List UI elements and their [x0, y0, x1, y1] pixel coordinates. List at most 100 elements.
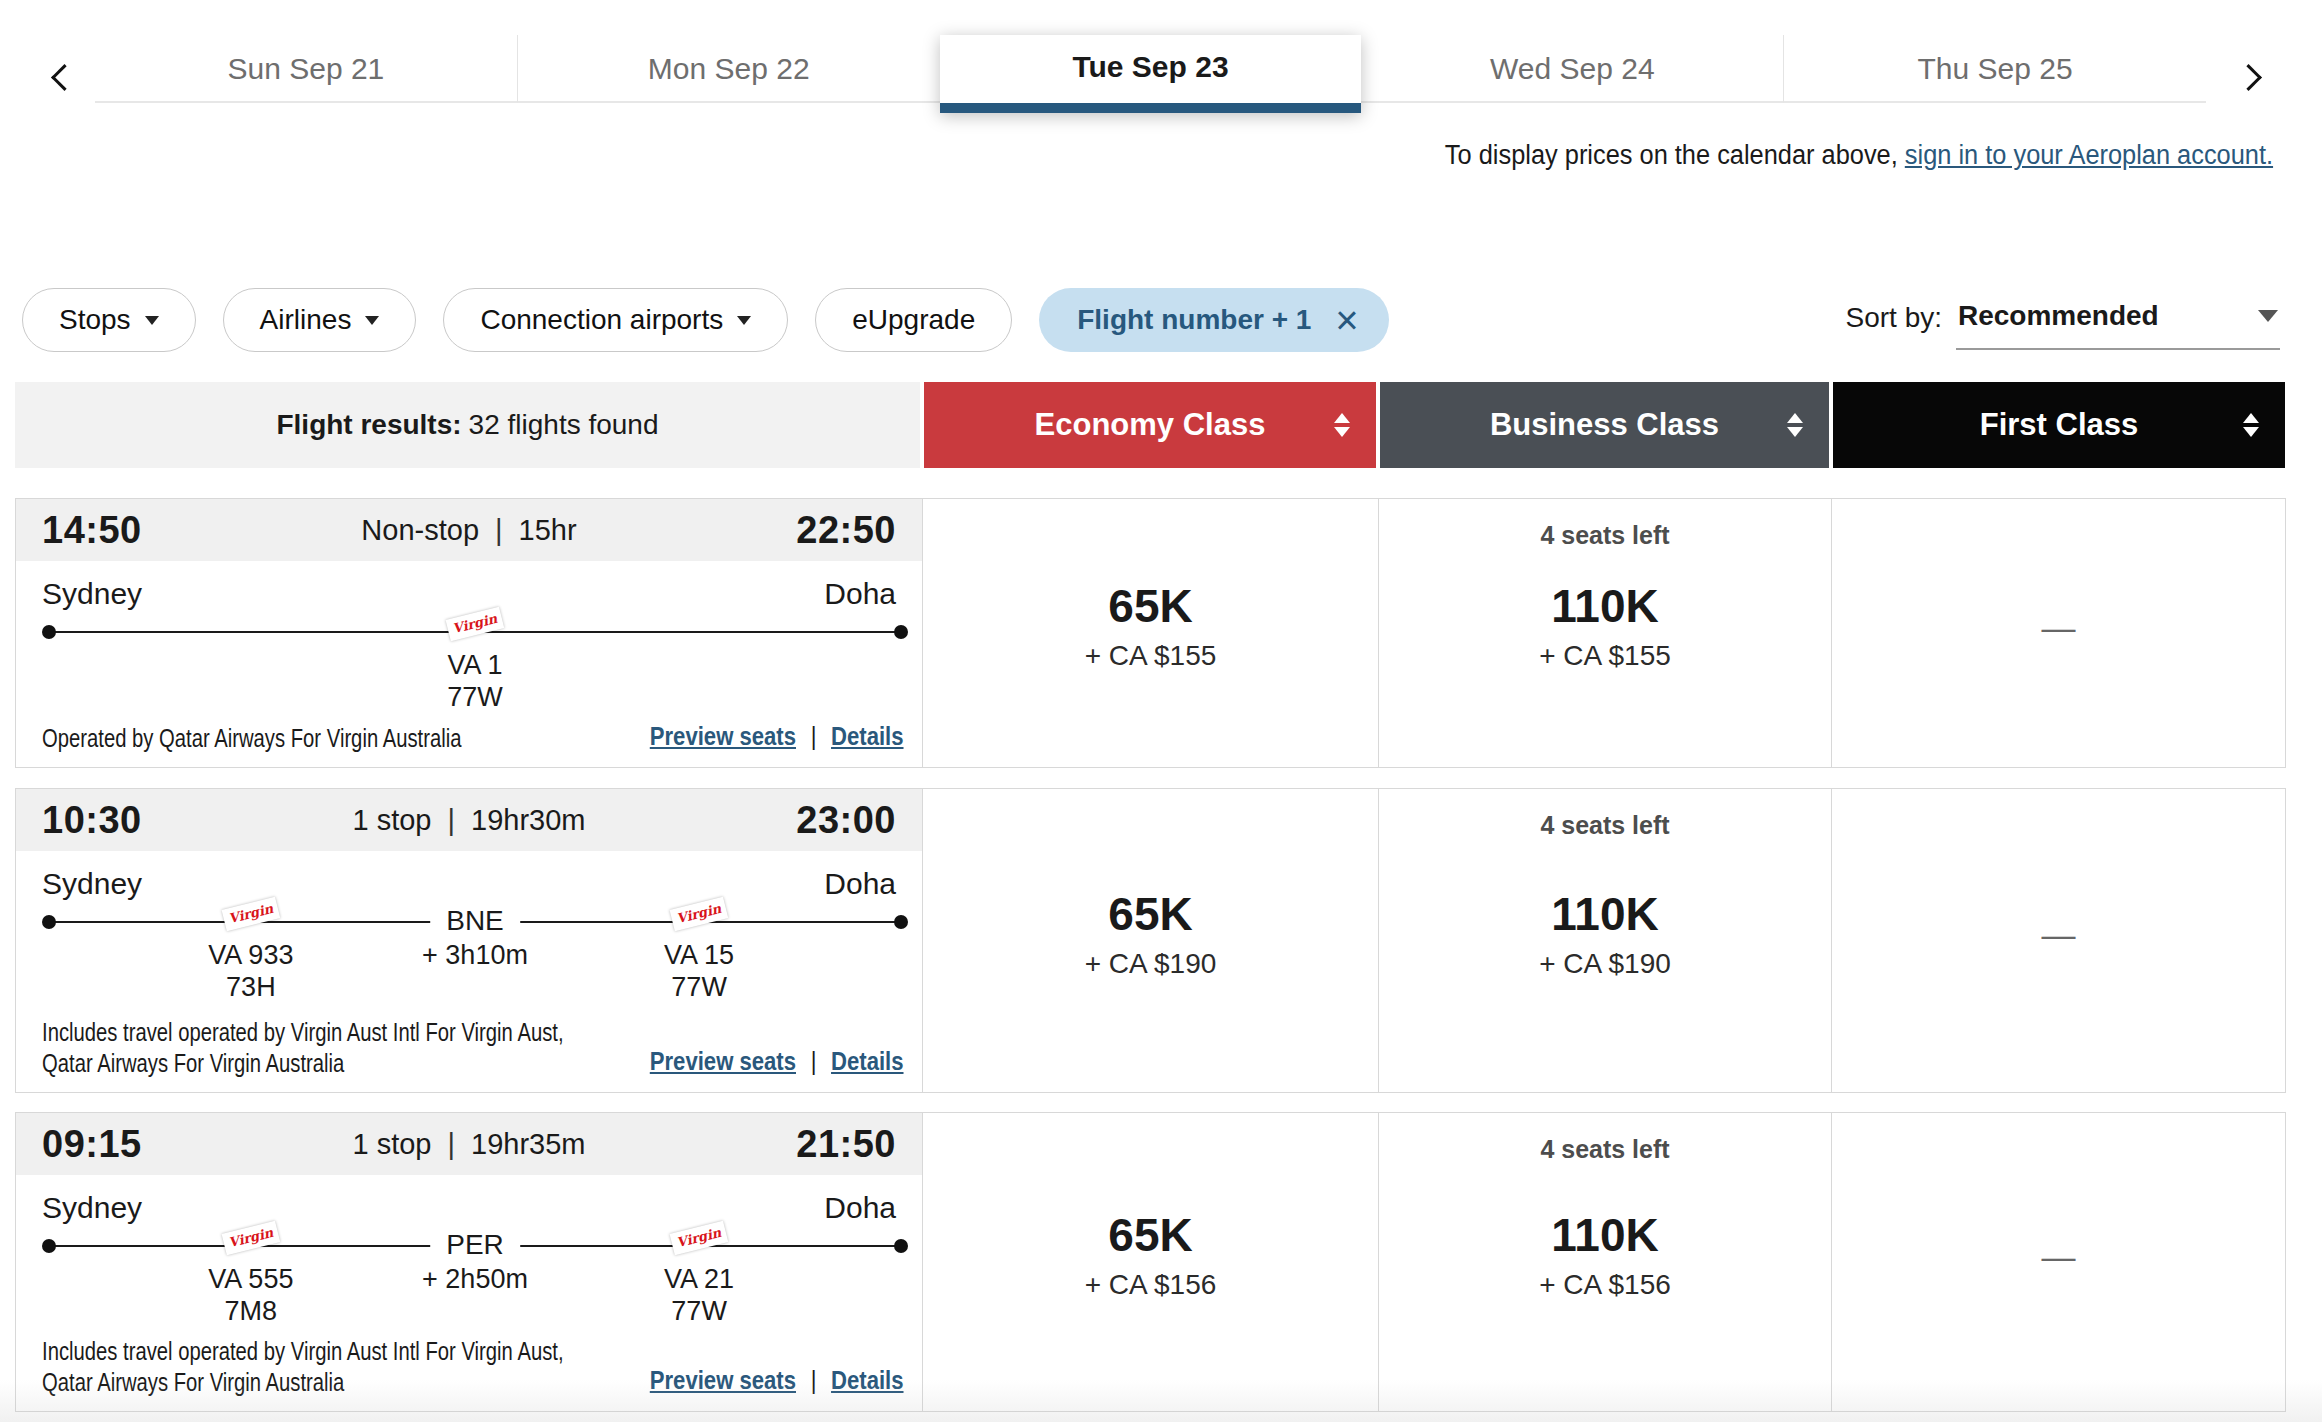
date-tab-mon-sep-22[interactable]: Mon Sep 22	[517, 35, 940, 103]
date-tab-sun-sep-21[interactable]: Sun Sep 21	[95, 35, 517, 103]
first-award-cell: —	[1831, 499, 2285, 767]
route-diagram: Sydney Doha VirginVirginPER VA 5557M8VA …	[16, 1175, 922, 1411]
route-line: VirginVirginBNE	[44, 921, 906, 923]
first-award-cell: —	[1831, 789, 2285, 1092]
filter-bar: Stops Airlines Connection airports eUpgrade…	[22, 288, 1389, 352]
caret-down-icon	[365, 316, 379, 325]
sort-arrows-icon	[2243, 413, 2259, 437]
flight-result-row: 10:30 1 stop|19hr30m 23:00 Sydney Doha V…	[15, 788, 2286, 1093]
signin-link[interactable]: sign in to your Aeroplan account.	[1905, 140, 2273, 170]
next-dates-button[interactable]	[2228, 59, 2268, 99]
flight-result-row: 09:15 1 stop|19hr35m 21:50 Sydney Doha V…	[15, 1112, 2286, 1412]
business-cash: + CA $156	[1539, 1269, 1671, 1301]
economy-award-cell[interactable]: 65K + CA $190	[922, 789, 1378, 1092]
date-tab-tue-sep-23[interactable]: Tue Sep 23	[940, 35, 1362, 113]
stops-duration: 1 stop|19hr35m	[142, 1128, 797, 1161]
virgin-australia-logo-icon: Virgin	[670, 897, 729, 932]
preview-seats-link[interactable]: Preview seats	[650, 1365, 796, 1395]
previous-dates-button[interactable]	[40, 59, 80, 99]
column-header-eco[interactable]: Economy Class	[924, 382, 1376, 468]
departure-time: 10:30	[42, 799, 142, 842]
layover-duration: + 2h50m	[422, 1263, 528, 1295]
links-separator: |	[811, 1365, 817, 1395]
sort-by-label: Sort by:	[1846, 302, 1942, 334]
results-header: Flight results:32 flights found Economy …	[15, 382, 2285, 468]
flight-number-aircraft: VA 93373H	[208, 939, 293, 1003]
chevron-down-icon	[2258, 310, 2278, 322]
operated-by-note: Includes travel operated by Virgin Aust …	[42, 1336, 564, 1398]
caret-down-icon	[145, 316, 159, 325]
virgin-australia-logo-icon: Virgin	[221, 1221, 280, 1256]
flight-info-panel: 09:15 1 stop|19hr35m 21:50 Sydney Doha V…	[16, 1113, 922, 1411]
business-seats-left: 4 seats left	[1379, 521, 1831, 550]
virgin-australia-logo-icon: Virgin	[446, 607, 505, 642]
sort-select[interactable]: Recommended	[1956, 296, 2280, 350]
arrival-time: 23:00	[796, 799, 896, 842]
flight-results-summary: Flight results:32 flights found	[15, 382, 920, 468]
filter-eupgrade[interactable]: eUpgrade	[815, 288, 1012, 352]
origin-city: Sydney	[42, 867, 142, 901]
details-link[interactable]: Details	[832, 1365, 904, 1395]
details-link[interactable]: Details	[832, 721, 904, 751]
economy-points: 65K	[1108, 582, 1192, 630]
date-tab-wed-sep-24[interactable]: Wed Sep 24	[1361, 35, 1783, 103]
signin-note-text: To display prices on the calendar above,	[1445, 140, 1905, 170]
economy-award-cell[interactable]: 65K + CA $156	[922, 1113, 1378, 1411]
flight-number-aircraft: VA 2177W	[664, 1263, 734, 1327]
virgin-australia-logo-icon: Virgin	[670, 1221, 729, 1256]
departure-time: 09:15	[42, 1123, 142, 1166]
business-cash: + CA $155	[1539, 640, 1671, 672]
business-points: 110K	[1551, 1211, 1658, 1259]
first-class-unavailable: —	[2042, 608, 2076, 647]
arrival-time: 21:50	[796, 1123, 896, 1166]
business-award-cell[interactable]: 4 seats left 110K + CA $156	[1378, 1113, 1831, 1411]
arrival-time: 22:50	[796, 509, 896, 552]
origin-city: Sydney	[42, 1191, 142, 1225]
sort-arrows-icon	[1787, 413, 1803, 437]
flight-results-label: Flight results:	[276, 409, 461, 441]
economy-cash: + CA $190	[1085, 948, 1217, 980]
flight-times-bar: 10:30 1 stop|19hr30m 23:00	[16, 789, 922, 851]
stops-duration: Non-stop|15hr	[142, 514, 797, 547]
layover-duration: + 3h10m	[422, 939, 528, 971]
destination-city: Doha	[824, 1191, 896, 1225]
business-award-cell[interactable]: 4 seats left 110K + CA $155	[1378, 499, 1831, 767]
chevron-left-icon	[51, 64, 78, 91]
filter-connection-airports[interactable]: Connection airports	[443, 288, 788, 352]
business-points: 110K	[1551, 890, 1658, 938]
flight-number-aircraft: VA 5557M8	[208, 1263, 293, 1327]
route-line: Virgin	[44, 631, 906, 633]
column-header-bus[interactable]: Business Class	[1380, 382, 1829, 468]
filter-airlines[interactable]: Airlines	[223, 288, 417, 352]
stopover-airport-code: PER	[430, 1229, 520, 1261]
active-filter-chip-flight-number[interactable]: Flight number + 1×	[1039, 288, 1389, 352]
row-links: Preview seats | Details	[650, 721, 904, 752]
stopover-airport-code: BNE	[430, 905, 520, 937]
sort-select-value: Recommended	[1958, 300, 2159, 331]
sort-arrows-icon	[1334, 413, 1350, 437]
flight-result-row: 14:50 Non-stop|15hr 22:50 Sydney Doha Vi…	[15, 498, 2286, 768]
preview-seats-link[interactable]: Preview seats	[650, 721, 796, 751]
route-line: VirginVirginPER	[44, 1245, 906, 1247]
economy-award-cell[interactable]: 65K + CA $155	[922, 499, 1378, 767]
details-link[interactable]: Details	[832, 1046, 904, 1076]
column-header-fst[interactable]: First Class	[1833, 382, 2285, 468]
filter-stops[interactable]: Stops	[22, 288, 196, 352]
business-cash: + CA $190	[1539, 948, 1671, 980]
business-award-cell[interactable]: 4 seats left 110K + CA $190	[1378, 789, 1831, 1092]
destination-city: Doha	[824, 867, 896, 901]
flight-info-panel: 10:30 1 stop|19hr30m 23:00 Sydney Doha V…	[16, 789, 922, 1092]
economy-points: 65K	[1108, 890, 1192, 938]
destination-city: Doha	[824, 577, 896, 611]
preview-seats-link[interactable]: Preview seats	[650, 1046, 796, 1076]
links-separator: |	[811, 1046, 817, 1076]
origin-city: Sydney	[42, 577, 142, 611]
departure-time: 14:50	[42, 509, 142, 552]
row-links: Preview seats | Details	[650, 1046, 904, 1077]
business-seats-left: 4 seats left	[1379, 1135, 1831, 1164]
flight-number-aircraft: VA 177W	[447, 649, 503, 713]
flight-results-count: 32 flights found	[469, 409, 659, 441]
remove-filter-icon[interactable]: ×	[1335, 300, 1358, 340]
date-tab-thu-sep-25[interactable]: Thu Sep 25	[1783, 35, 2206, 103]
chevron-right-icon	[2235, 64, 2262, 91]
